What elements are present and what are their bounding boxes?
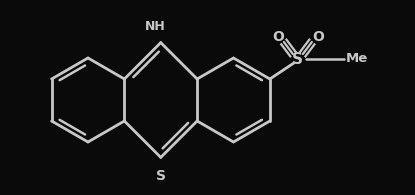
Text: NH: NH xyxy=(145,20,166,33)
Text: O: O xyxy=(312,30,324,44)
Text: S: S xyxy=(292,51,303,66)
Text: Me: Me xyxy=(346,52,368,66)
Text: S: S xyxy=(156,169,166,183)
Text: O: O xyxy=(272,30,284,44)
